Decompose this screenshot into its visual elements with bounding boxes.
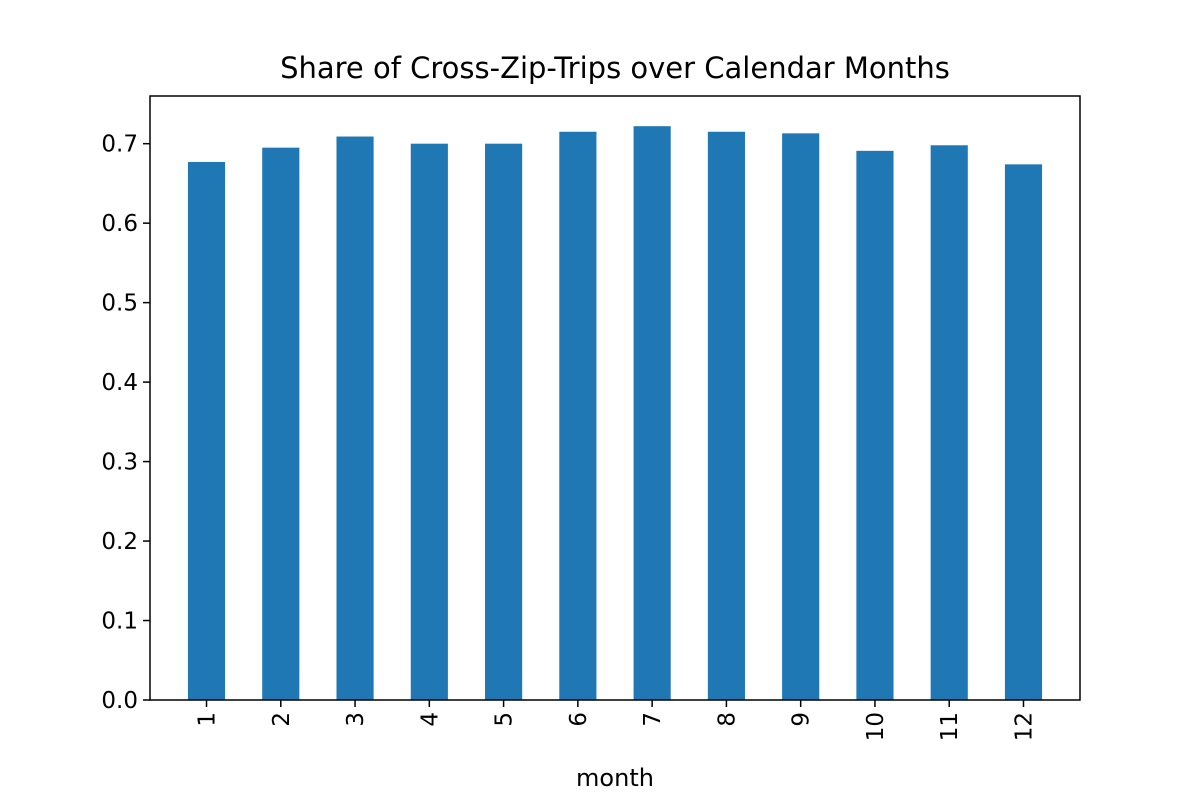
x-tick-label: 3 — [343, 712, 369, 727]
x-tick-label: 1 — [195, 712, 221, 727]
bar-month-6 — [559, 131, 597, 700]
x-axis-label: month — [576, 764, 654, 792]
y-tick-label: 0.2 — [101, 529, 138, 555]
x-tick-label: 5 — [492, 712, 518, 727]
plot-frame — [149, 95, 1081, 701]
x-tick-label: 11 — [937, 712, 963, 741]
x-tick-label: 6 — [566, 712, 592, 727]
y-axis: 0.0 0.1 0.2 0.3 0.4 0.5 0.6 0.7 — [101, 132, 150, 714]
bar-month-9 — [782, 133, 820, 701]
bar-month-7 — [633, 126, 671, 700]
y-tick-label: 0.5 — [101, 291, 138, 317]
x-tick-label: 9 — [789, 712, 815, 727]
y-tick-label: 0.0 — [101, 688, 138, 714]
bar-month-12 — [1004, 164, 1043, 701]
chart-title: Share of Cross-Zip-Trips over Calendar M… — [280, 51, 950, 85]
bar-month-11 — [930, 145, 968, 700]
bar-month-8 — [707, 131, 745, 700]
y-tick-label: 0.6 — [101, 211, 138, 237]
x-tick-label: 10 — [863, 712, 889, 741]
x-axis: 1 2 3 4 5 6 7 8 9 10 11 12 — [195, 700, 1037, 741]
x-tick-label: 12 — [1011, 712, 1037, 741]
y-tick-label: 0.1 — [101, 609, 138, 635]
x-tick-label: 7 — [640, 712, 666, 727]
bar-month-5 — [485, 143, 523, 700]
bar-month-1 — [187, 161, 226, 700]
y-tick-label: 0.4 — [101, 370, 138, 396]
bar-month-10 — [856, 150, 894, 701]
bar-month-4 — [410, 143, 448, 700]
bar-month-2 — [262, 147, 300, 700]
x-tick-label: 2 — [269, 712, 295, 727]
x-tick-label: 8 — [714, 712, 740, 727]
y-tick-label: 0.3 — [101, 450, 138, 476]
bars-group — [187, 126, 1043, 701]
bar-month-3 — [336, 136, 374, 700]
x-tick-label: 4 — [417, 712, 443, 727]
y-tick-label: 0.7 — [101, 132, 138, 158]
